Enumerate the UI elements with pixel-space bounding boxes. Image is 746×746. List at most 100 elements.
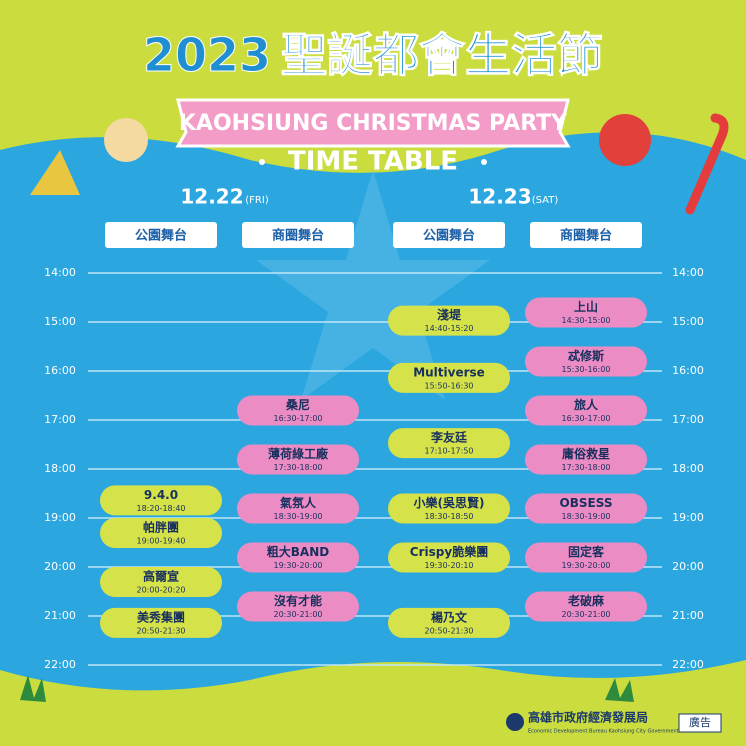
- event-name: 桑尼: [286, 398, 310, 412]
- event-name: Multiverse: [413, 365, 485, 379]
- dot: [481, 159, 487, 165]
- stage-name: 公園舞台: [423, 228, 475, 244]
- event-time: 17:10-17:50: [425, 447, 474, 456]
- title-text: 聖誕都會生活節: [281, 28, 603, 82]
- day-date: 12.22: [180, 185, 243, 209]
- ad-box: [678, 713, 722, 733]
- time-label-right: 18:00: [672, 462, 704, 475]
- event-time: 14:30-15:00: [562, 316, 611, 325]
- event-pill: [525, 444, 647, 475]
- star-decoration: [256, 170, 490, 400]
- event-time: 19:30-20:00: [562, 561, 611, 570]
- time-label-right: 19:00: [672, 511, 704, 524]
- stage-name: 商圈舞台: [272, 228, 324, 244]
- event-time: 20:50-21:30: [137, 626, 186, 635]
- event-time: 19:30-20:00: [274, 561, 323, 570]
- time-label-right: 17:00: [672, 413, 704, 426]
- event-time: 15:30-16:00: [562, 365, 611, 374]
- event-pill: [388, 428, 510, 459]
- event-pill: [388, 362, 510, 393]
- title: 2023 聖誕都會生活節: [143, 28, 603, 82]
- event-name: 沒有才能: [274, 593, 322, 608]
- ad-label: 廣告: [689, 715, 711, 729]
- event-pill: [100, 485, 222, 516]
- event-pill: [100, 518, 222, 548]
- time-label-right: 22:00: [672, 658, 704, 671]
- event-time: 19:30-20:10: [425, 561, 474, 570]
- time-label-left: 14:00: [44, 266, 76, 279]
- event-name: 美秀集團: [137, 609, 185, 624]
- event-time: 19:00-19:40: [137, 537, 186, 546]
- time-label-left: 16:00: [44, 364, 76, 377]
- title-year: 2023: [143, 28, 271, 82]
- event-time: 18:30-19:00: [562, 512, 611, 521]
- time-label-right: 15:00: [672, 315, 704, 328]
- time-label-left: 15:00: [44, 315, 76, 328]
- time-label-right: 20:00: [672, 560, 704, 573]
- event-name: 粗大BAND: [267, 544, 329, 559]
- time-label-right: 21:00: [672, 609, 704, 622]
- stage-box: [530, 222, 642, 248]
- event-time: 20:30-21:00: [562, 610, 611, 619]
- org-name-en: Economic Development Bureau Kaohsiung Ci…: [528, 729, 679, 735]
- time-label-left: 20:00: [44, 560, 76, 573]
- event-pill: [100, 567, 222, 597]
- dot: [259, 159, 265, 165]
- event-pill: [388, 542, 510, 573]
- event-time: 14:40-15:20: [425, 324, 474, 333]
- event-pill: [237, 591, 359, 622]
- event-name: 帕胖團: [143, 520, 179, 535]
- time-label-left: 21:00: [44, 609, 76, 622]
- time-label-left: 18:00: [44, 462, 76, 475]
- event-time: 20:00-20:20: [137, 586, 186, 595]
- bell: [30, 150, 80, 195]
- event-time: 17:30-18:00: [274, 463, 323, 472]
- event-time: 17:30-18:00: [562, 463, 611, 472]
- event-name: 李友廷: [430, 430, 468, 445]
- event-name: 高爾宣: [143, 569, 179, 584]
- time-label-left: 17:00: [44, 413, 76, 426]
- event-time: 18:30-19:00: [274, 512, 323, 521]
- event-time: 15:50-16:30: [425, 381, 474, 390]
- time-label-right: 14:00: [672, 266, 704, 279]
- event-time: 20:50-21:30: [425, 626, 474, 635]
- stage-box: [242, 222, 354, 248]
- day-weekday: (SAT): [532, 195, 559, 206]
- event-pill: [388, 493, 510, 524]
- event-pill: [525, 297, 647, 328]
- event-name: 小樂(吳思賢): [414, 495, 485, 510]
- banner: [175, 98, 571, 148]
- event-name: OBSESS: [560, 496, 613, 510]
- event-time: 18:20-18:40: [137, 504, 186, 513]
- event-pill: [388, 607, 510, 638]
- stage-box: [105, 222, 217, 248]
- event-pill: [525, 591, 647, 622]
- pine-cone: [104, 118, 148, 162]
- stage-box: [393, 222, 505, 248]
- event-name: 氣氛人: [280, 495, 317, 510]
- timetable-label: TIME TABLE: [288, 147, 458, 177]
- event-pill: [388, 305, 510, 336]
- event-name: 上山: [574, 299, 598, 314]
- org-logo: [506, 713, 524, 731]
- event-name: 庸俗救星: [562, 446, 610, 461]
- time-label-left: 19:00: [44, 511, 76, 524]
- event-pill: [525, 542, 647, 573]
- event-name: 9.4.0: [144, 488, 178, 502]
- time-label-right: 16:00: [672, 364, 704, 377]
- event-pill: [100, 607, 222, 638]
- event-pill: [525, 493, 647, 524]
- event-name: 老破麻: [568, 593, 605, 608]
- event-name: 忒修斯: [568, 348, 604, 363]
- event-pill: [237, 444, 359, 475]
- event-name: 固定客: [568, 544, 605, 559]
- event-name: 薄荷綠工廠: [268, 446, 329, 461]
- event-pill: [237, 395, 359, 426]
- candy-cane: [685, 113, 729, 215]
- stage-name: 商圈舞台: [560, 228, 612, 244]
- time-label-left: 22:00: [44, 658, 76, 671]
- event-pill: [237, 493, 359, 524]
- event-time: 16:30-17:00: [274, 414, 323, 423]
